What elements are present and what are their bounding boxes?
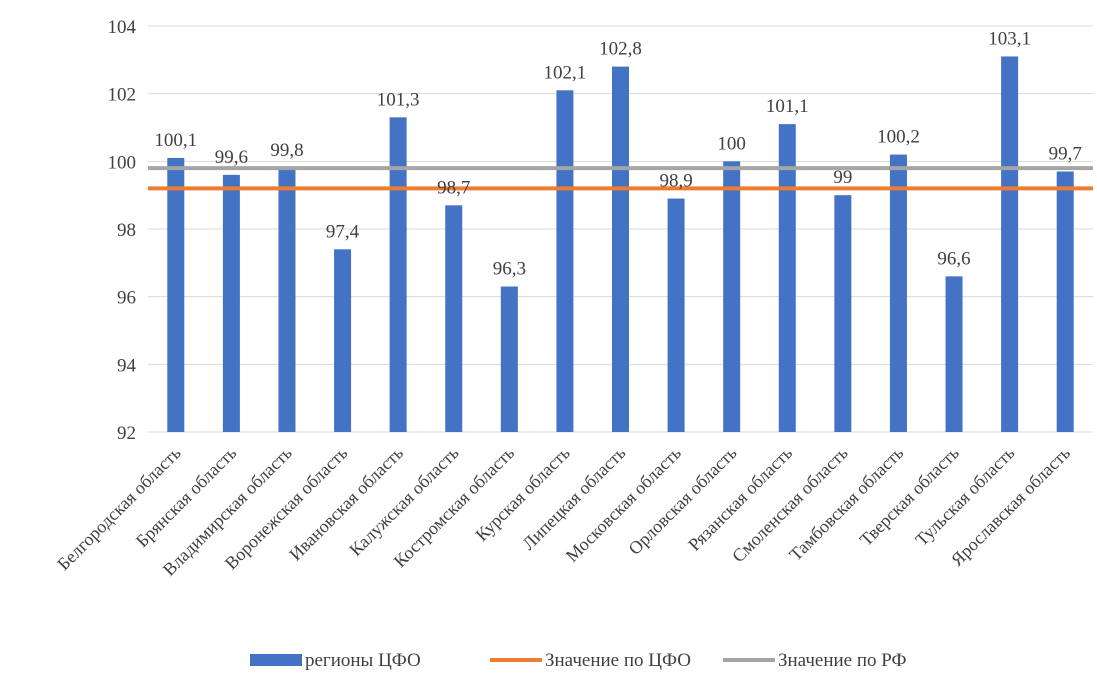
x-category-label: Липецкая область [518,443,629,554]
data-label: 97,4 [326,221,360,242]
legend-label: Значение по ЦФО [545,650,691,671]
y-tick-label: 98 [117,220,136,241]
y-tick-label: 96 [117,288,136,309]
data-label: 96,3 [493,259,526,280]
data-label: 99,6 [215,147,248,168]
bar [1056,171,1074,432]
data-label: 100,1 [154,130,197,151]
x-category-label: Брянская область [132,443,240,551]
y-tick-label: 102 [108,85,137,106]
legend: регионы ЦФО Значение по ЦФО Значение по РФ [250,650,907,671]
data-label: 98,9 [659,171,692,192]
x-category-label: Рязанская область [684,443,796,555]
data-label: 100,2 [877,127,920,148]
bar [167,157,185,432]
bar [334,249,352,432]
y-axis-ticks: 92 94 96 98 100 102 104 [108,17,137,444]
data-label: 98,7 [437,177,470,198]
bar [667,198,685,432]
data-label: 99,8 [270,140,303,161]
data-label: 96,6 [937,248,970,269]
bar [834,195,852,432]
data-label: 101,1 [766,96,809,117]
data-label: 99,7 [1049,143,1082,164]
bar [445,205,463,432]
x-category-label: Курская область [471,443,573,545]
data-labels: 100,1 99,6 99,8 97,4 101,3 98,7 96,3 102,1 102,8… [154,28,1081,279]
y-tick-label: 94 [117,355,137,376]
y-tick-label: 104 [108,17,137,38]
bar [612,66,629,432]
data-label: 101,3 [377,89,420,110]
x-category-label: Тверская область [856,443,963,550]
bar [778,124,796,432]
y-tick-label: 100 [108,152,137,173]
bar [723,161,741,433]
bar [1001,56,1019,432]
bar [500,286,518,432]
legend-label: регионы ЦФО [305,650,421,671]
legend-swatch [250,654,302,666]
reference-lines [148,166,1093,191]
bar [389,117,407,432]
data-label: 99 [833,167,852,188]
y-tick-label: 92 [117,423,136,444]
bar [556,90,574,433]
bar [222,174,240,432]
data-label: 102,8 [599,39,642,60]
data-label: 100 [717,133,746,154]
x-category-label: Тульская область [911,443,1018,550]
bars [167,56,1074,433]
bar [889,154,907,433]
data-label: 103,1 [988,28,1031,49]
bar [278,168,296,432]
data-label: 102,1 [544,62,587,83]
bar [945,276,963,432]
legend-label: Значение по РФ [778,650,907,671]
